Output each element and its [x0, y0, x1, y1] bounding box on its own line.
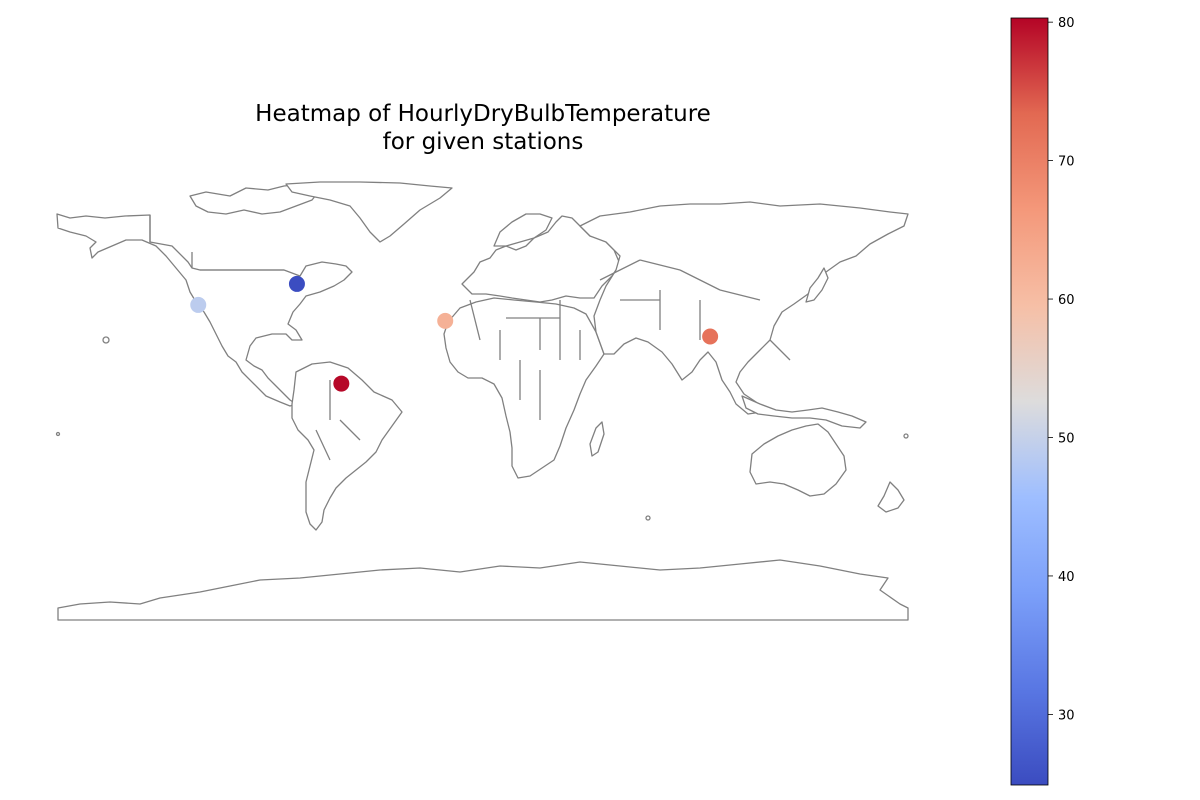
greenland — [285, 181, 453, 243]
island — [645, 515, 651, 521]
station-point-2 — [190, 296, 207, 313]
island — [903, 433, 909, 439]
colorbar-tick-label: 70 — [1058, 155, 1075, 170]
colorbar-gradient — [1010, 17, 1049, 786]
station-point-1 — [288, 275, 305, 292]
island — [55, 431, 61, 437]
scandinavia — [493, 213, 553, 247]
arctic-islands — [189, 183, 321, 215]
antarctica — [57, 559, 909, 621]
colorbar-tick-label: 50 — [1058, 431, 1075, 446]
country-borders — [149, 215, 791, 461]
south-america-landmass — [291, 361, 403, 531]
japan — [805, 267, 829, 303]
north-america-landmass — [56, 213, 353, 407]
colorbar-tick-label: 40 — [1058, 570, 1075, 585]
colorbar: 30 40 50 60 70 80 — [1010, 16, 1075, 786]
africa-landmass — [443, 297, 605, 479]
island — [102, 336, 110, 344]
station-point-3 — [437, 312, 454, 329]
new-zealand — [877, 481, 905, 513]
world-map — [55, 181, 909, 621]
madagascar — [589, 421, 605, 457]
chart-title-line-2: for given stations — [382, 129, 584, 155]
station-point-5 — [333, 375, 350, 392]
station-point-4 — [702, 328, 719, 345]
colorbar-tick-label: 30 — [1058, 708, 1075, 723]
station-points — [190, 275, 719, 392]
chart-title-line-1: Heatmap of HourlyDryBulbTemperature — [255, 101, 711, 127]
australia-landmass — [749, 423, 847, 497]
colorbar-tick-label: 80 — [1058, 16, 1075, 31]
colorbar-tick-label: 60 — [1058, 293, 1075, 308]
chart-title: Heatmap of HourlyDryBulbTemperature for … — [183, 100, 783, 156]
indonesia-islands — [741, 395, 867, 429]
colorbar-ticks: 30 40 50 60 70 80 — [1048, 16, 1075, 723]
asia-landmass — [579, 201, 909, 415]
